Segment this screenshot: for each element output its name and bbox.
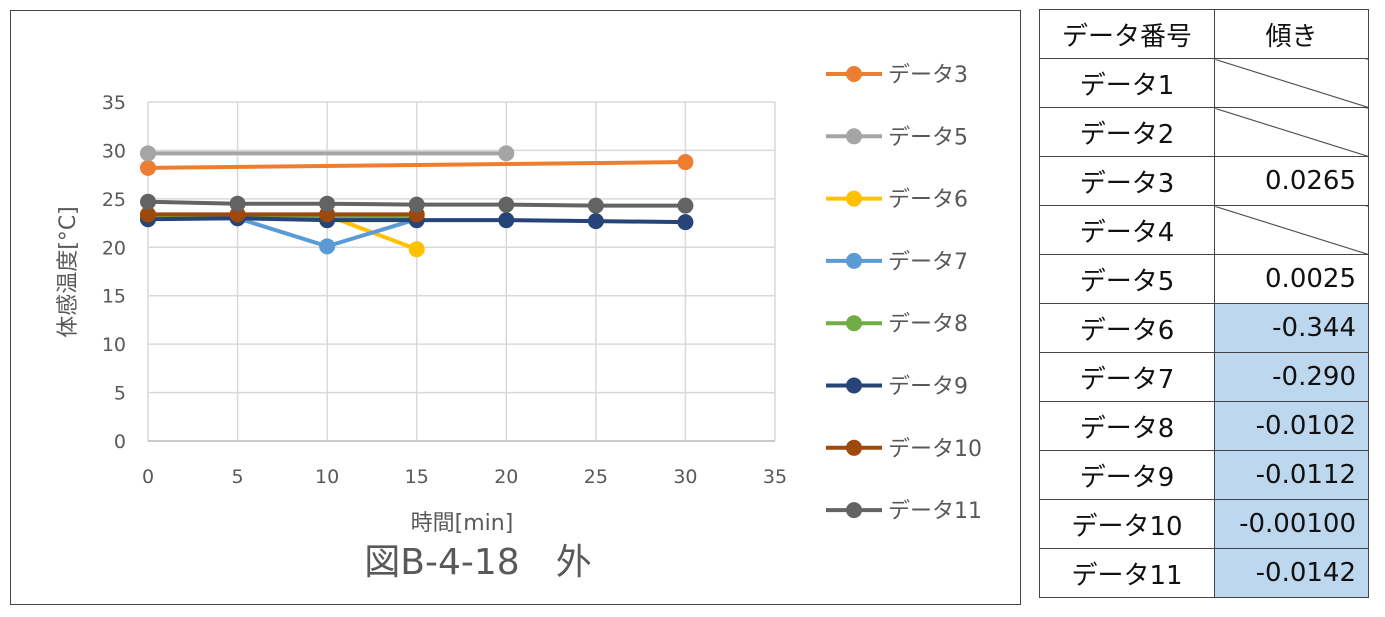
data-point bbox=[140, 159, 156, 176]
y-tick-label: 15 bbox=[102, 286, 126, 308]
data-point bbox=[408, 241, 425, 258]
data-point bbox=[498, 196, 515, 213]
table-row: データ8 -0.0102 bbox=[1039, 401, 1369, 451]
y-tick-label: 30 bbox=[102, 140, 126, 162]
legend-marker bbox=[846, 502, 862, 519]
table-row: データ9 -0.0112 bbox=[1039, 450, 1369, 500]
table-row: データ7 -0.290 bbox=[1039, 352, 1369, 402]
data-number-cell: データ11 bbox=[1039, 548, 1215, 598]
data-point bbox=[677, 154, 694, 171]
data-point bbox=[319, 238, 336, 255]
x-tick-label: 35 bbox=[763, 466, 787, 488]
data-number-cell: データ7 bbox=[1039, 352, 1215, 402]
y-tick-label: 10 bbox=[102, 334, 126, 356]
legend-label: データ3 bbox=[888, 63, 968, 88]
x-tick-label: 20 bbox=[494, 466, 518, 488]
x-tick-label: 10 bbox=[315, 466, 339, 488]
slope-cell: -0.344 bbox=[1214, 303, 1369, 353]
header-slope: 傾き bbox=[1214, 9, 1369, 59]
slope-table: データ番号 傾き データ1 データ2 データ3 0.0265 データ4 データ5 0.0025 デ… bbox=[1039, 9, 1369, 598]
data-point bbox=[587, 197, 604, 214]
data-point bbox=[140, 145, 156, 162]
series-line-データ3 bbox=[147, 160, 686, 170]
x-tick-label: 30 bbox=[673, 466, 697, 488]
x-axis-title: 時間[min] bbox=[411, 511, 514, 536]
data-point bbox=[140, 193, 156, 210]
table-row: データ10 -0.00100 bbox=[1039, 499, 1369, 549]
series-line-データ7 bbox=[148, 216, 418, 249]
y-tick-label: 20 bbox=[102, 237, 126, 259]
legend-label: データ9 bbox=[888, 375, 968, 400]
table-row: データ2 bbox=[1039, 107, 1369, 157]
table-row: データ11 -0.0142 bbox=[1039, 548, 1369, 598]
data-point bbox=[229, 195, 246, 212]
data-point bbox=[498, 145, 515, 162]
slope-cell bbox=[1214, 107, 1369, 157]
table-header-row: データ番号 傾き bbox=[1039, 9, 1369, 59]
slope-cell: -0.290 bbox=[1214, 352, 1369, 402]
data-number-cell: データ10 bbox=[1039, 499, 1215, 549]
table-row: データ5 0.0025 bbox=[1039, 254, 1369, 304]
legend-marker bbox=[846, 190, 862, 207]
legend-marker bbox=[846, 439, 862, 456]
legend-marker bbox=[846, 128, 862, 145]
data-number-cell: データ6 bbox=[1039, 303, 1215, 353]
x-tick-label: 15 bbox=[405, 466, 429, 488]
slope-cell bbox=[1214, 58, 1369, 108]
chart-area bbox=[10, 10, 1021, 605]
y-axis-title: 体感温度[°C] bbox=[56, 206, 81, 338]
data-number-cell: データ4 bbox=[1039, 205, 1215, 255]
data-number-cell: データ9 bbox=[1039, 450, 1215, 500]
slope-cell: -0.0102 bbox=[1214, 401, 1369, 451]
table-row: データ4 bbox=[1039, 205, 1369, 255]
data-number-cell: データ1 bbox=[1039, 58, 1215, 108]
x-tick-label: 25 bbox=[584, 466, 608, 488]
slope-cell: -0.0112 bbox=[1214, 450, 1369, 500]
legend-label: データ5 bbox=[888, 125, 968, 150]
data-point bbox=[587, 213, 604, 230]
slope-cell: -0.0142 bbox=[1214, 548, 1369, 598]
line-chart: 0 5 10 15 20 25 30 35 0 5 10 15 20 25 30 35 時間[min] 体感温度[… bbox=[56, 63, 982, 583]
data-number-cell: データ3 bbox=[1039, 156, 1215, 206]
y-tick-label: 5 bbox=[114, 383, 126, 405]
data-point bbox=[140, 206, 156, 223]
legend-marker bbox=[846, 315, 862, 332]
slope-cell: 0.0265 bbox=[1214, 156, 1369, 206]
data-number-cell: データ8 bbox=[1039, 401, 1215, 451]
data-point bbox=[319, 195, 336, 212]
legend-label: データ7 bbox=[888, 250, 968, 275]
legend-marker bbox=[846, 252, 862, 269]
legend-label: データ11 bbox=[888, 499, 982, 524]
slope-cell: 0.0025 bbox=[1214, 254, 1369, 304]
data-point bbox=[677, 197, 694, 214]
data-point bbox=[677, 214, 694, 231]
legend-marker bbox=[846, 377, 862, 394]
slope-cell: -0.00100 bbox=[1214, 499, 1369, 549]
legend-label: データ10 bbox=[888, 437, 982, 462]
data-point bbox=[408, 196, 425, 213]
table-row: データ1 bbox=[1039, 58, 1369, 108]
data-number-cell: データ5 bbox=[1039, 254, 1215, 304]
chart-title: 図B-4-18 外 bbox=[364, 542, 591, 583]
data-point bbox=[498, 212, 515, 229]
legend-marker bbox=[846, 66, 862, 82]
x-tick-label: 5 bbox=[232, 466, 244, 488]
slope-cell bbox=[1214, 205, 1369, 255]
y-tick-label: 25 bbox=[102, 189, 126, 211]
y-tick-label: 35 bbox=[102, 92, 126, 114]
legend-label: データ8 bbox=[888, 312, 968, 337]
x-tick-label: 0 bbox=[142, 466, 154, 488]
table-row: データ3 0.0265 bbox=[1039, 156, 1369, 206]
table-row: データ6 -0.344 bbox=[1039, 303, 1369, 353]
legend-label: データ6 bbox=[888, 188, 968, 213]
y-tick-label: 0 bbox=[114, 431, 126, 453]
data-number-cell: データ2 bbox=[1039, 107, 1215, 157]
header-data-number: データ番号 bbox=[1039, 9, 1215, 59]
